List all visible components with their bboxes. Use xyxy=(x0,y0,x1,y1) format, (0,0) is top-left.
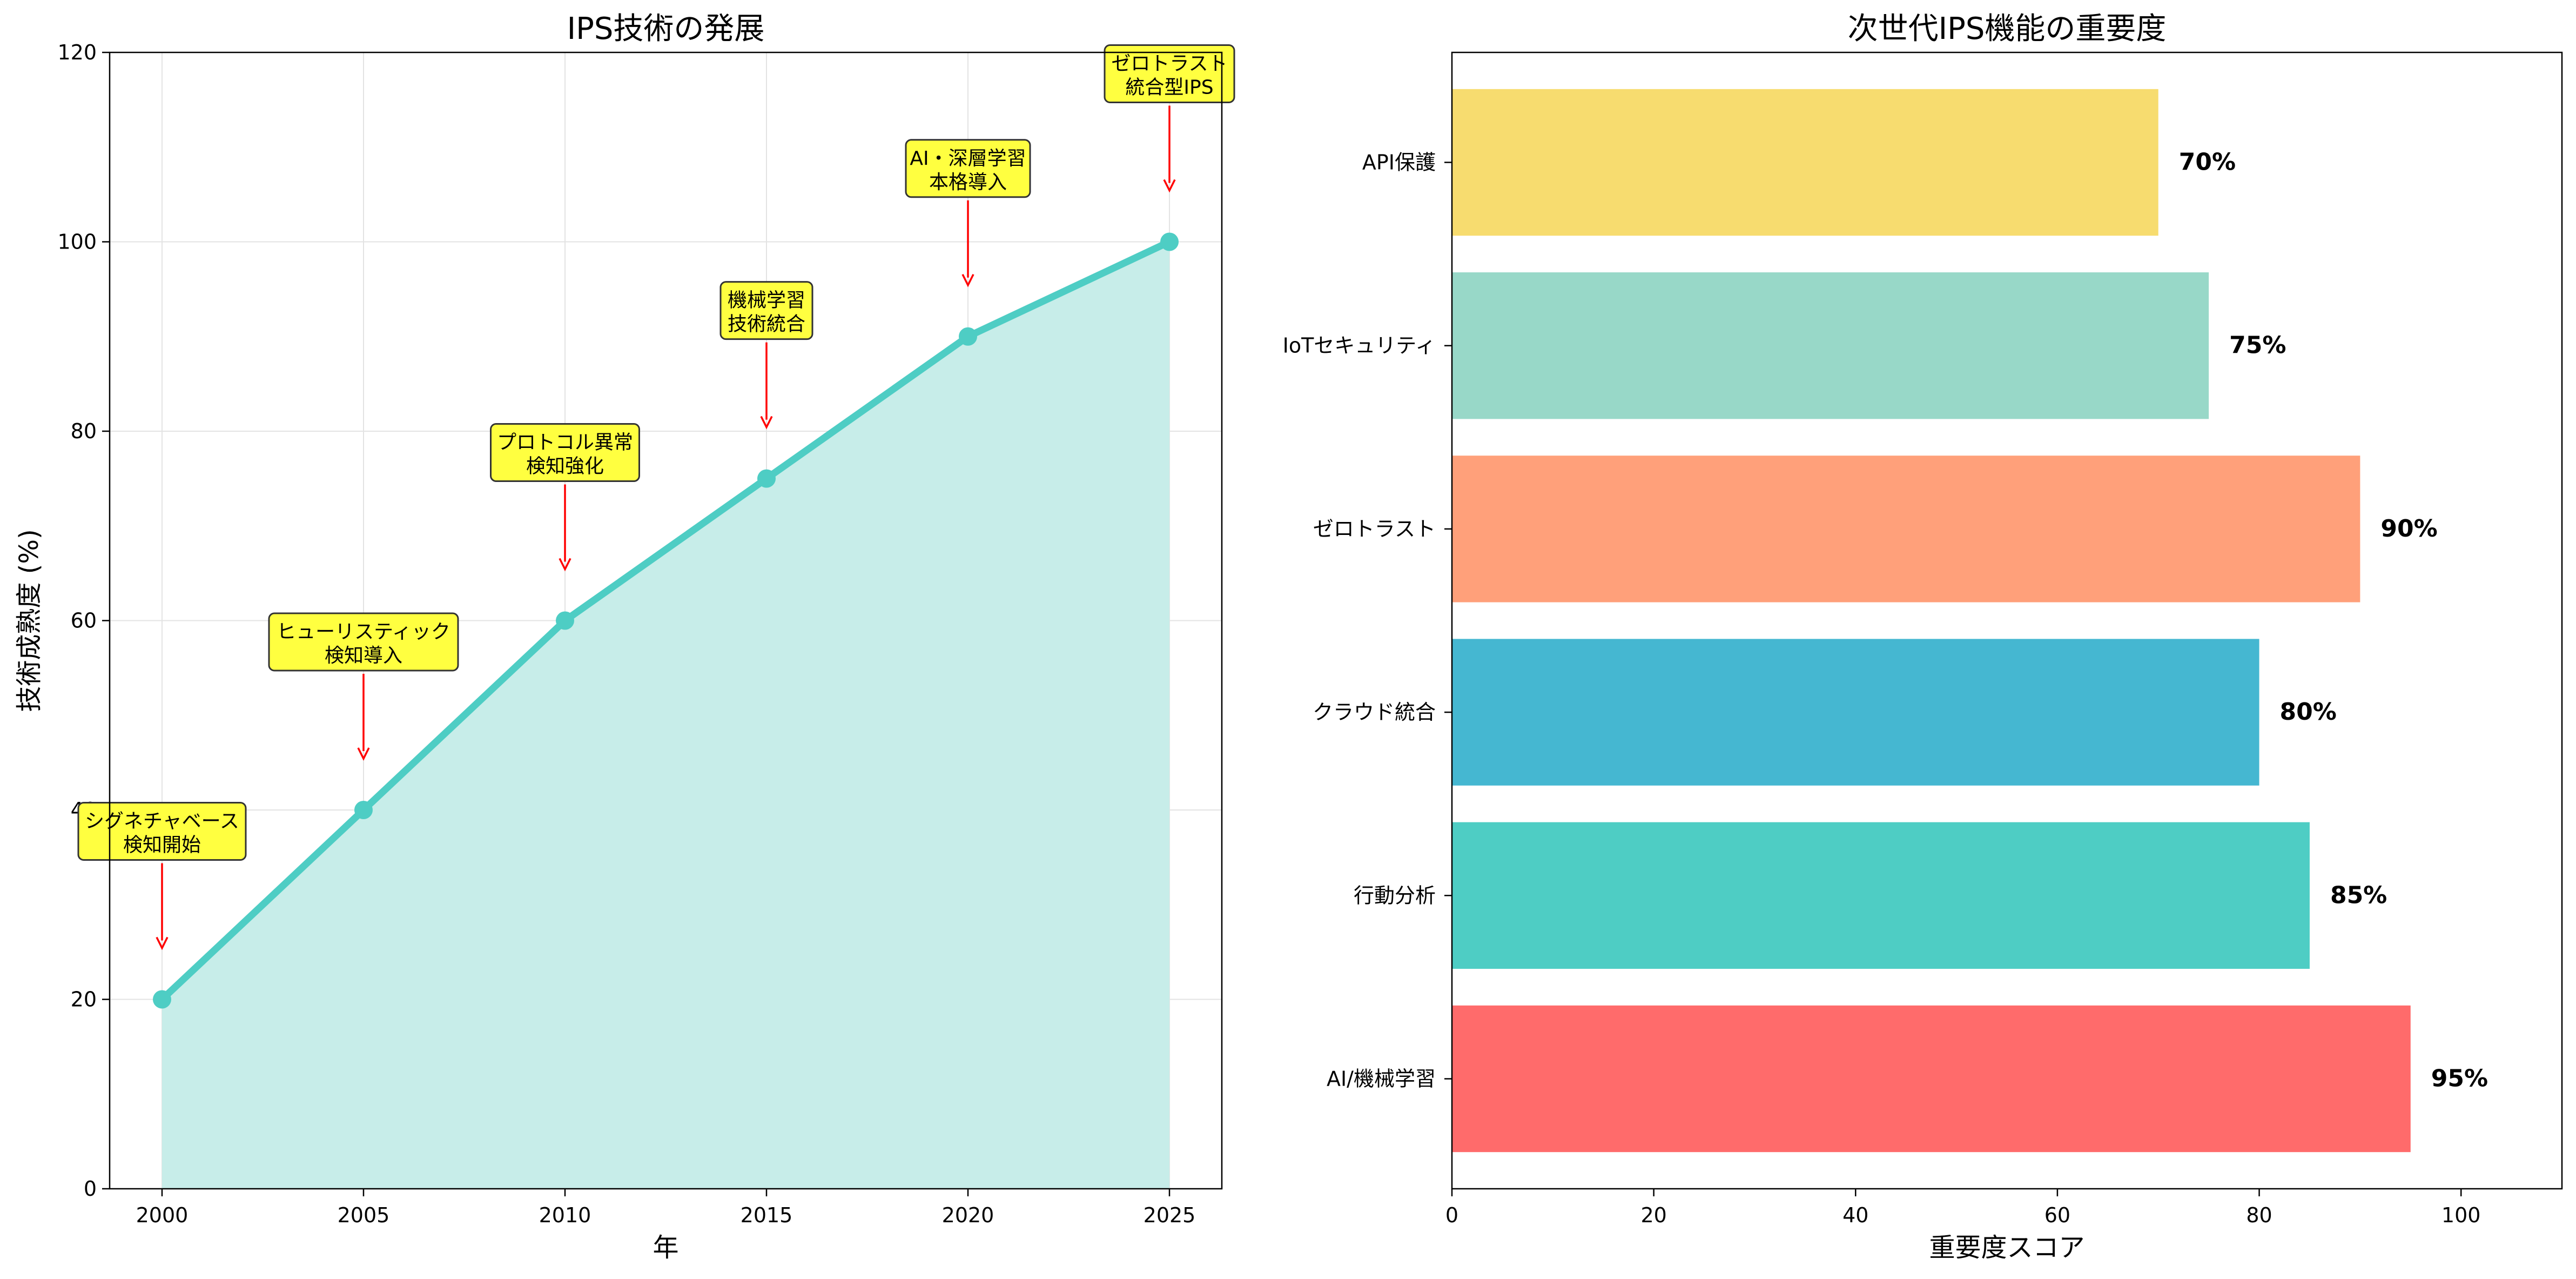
data-point-marker xyxy=(152,990,171,1009)
bar-chart-panel: 次世代IPS機能の重要度 重要度スコア 95% 85% 80% 90% 75% 70% A… xyxy=(1283,11,2563,1263)
category-label: クラウド統合 xyxy=(1313,700,1436,724)
annotation-text: ヒューリスティック xyxy=(277,621,450,643)
data-point-marker xyxy=(757,469,776,488)
category-label: 行動分析 xyxy=(1354,883,1436,907)
y-tick-label: 80 xyxy=(71,419,97,443)
bar xyxy=(1452,1005,2411,1153)
bar xyxy=(1452,822,2310,969)
category-label: IoTセキュリティ xyxy=(1283,334,1436,358)
annotation-box xyxy=(719,281,813,340)
bar-value-label: 80% xyxy=(2280,698,2337,726)
bar-chart-x-axis-label: 重要度スコア xyxy=(1929,1233,2084,1263)
category-label: AI/機械学習 xyxy=(1327,1067,1436,1090)
y-tick-label: 60 xyxy=(71,609,97,633)
annotation-text: 検知導入 xyxy=(325,645,402,667)
annotation-text: 統合型IPS xyxy=(1125,77,1213,99)
x-tick-label: 100 xyxy=(2442,1203,2481,1227)
x-tick-label: 2000 xyxy=(136,1203,189,1227)
line-chart-title: IPS技術の発展 xyxy=(567,11,765,46)
data-point-marker xyxy=(555,611,574,630)
annotation-text: 検知強化 xyxy=(526,456,604,478)
annotation-text: ゼロトラスト xyxy=(1111,53,1227,75)
x-tick-label: 2015 xyxy=(741,1203,793,1227)
x-tick-label: 60 xyxy=(2044,1203,2070,1227)
x-tick-label: 40 xyxy=(1842,1203,1868,1227)
line-chart-frame xyxy=(109,51,1223,1190)
annotation-arrow-head xyxy=(1163,179,1176,193)
annotation-box xyxy=(268,612,459,672)
x-tick-label: 0 xyxy=(1445,1203,1458,1227)
annotation-box xyxy=(1104,44,1235,103)
x-tick-label: 2020 xyxy=(942,1203,994,1227)
annotation-text: 検知開始 xyxy=(123,834,201,856)
bar-chart-frame xyxy=(1451,51,2563,1190)
bar xyxy=(1452,456,2360,602)
bar xyxy=(1452,89,2158,236)
line-chart-annotations: シグネチャベース検知開始ヒューリスティック検知導入プロトコル異常検知強化機械学習… xyxy=(77,44,1235,950)
annotation-text: プロトコル異常 xyxy=(497,432,633,454)
category-label: ゼロトラスト xyxy=(1313,517,1436,541)
x-tick-label: 20 xyxy=(1640,1203,1666,1227)
bar-value-label: 90% xyxy=(2380,515,2437,543)
annotation-arrow-head xyxy=(156,936,169,950)
data-point-marker xyxy=(959,327,978,346)
line-chart-x-axis-label: 年 xyxy=(653,1233,678,1263)
line-chart-series xyxy=(152,232,1179,1009)
bar-value-label: 85% xyxy=(2330,881,2387,909)
y-tick-label: 0 xyxy=(84,1177,97,1201)
annotation-text: シグネチャベース xyxy=(85,811,239,833)
data-point-marker xyxy=(1160,232,1179,251)
bar xyxy=(1452,639,2259,786)
annotation-box xyxy=(489,423,640,482)
data-point-marker xyxy=(354,801,373,819)
x-tick-label: 2005 xyxy=(338,1203,390,1227)
line-chart-panel: IPS技術の発展 年 技術成熟度 (%) 2000 2005 2010 2015 202… xyxy=(14,11,1235,1263)
bar-value-label: 95% xyxy=(2431,1064,2488,1092)
annotation-box xyxy=(77,802,247,861)
category-label: API保護 xyxy=(1362,151,1436,175)
x-tick-label: 2025 xyxy=(1144,1203,1196,1227)
line-area-fill xyxy=(162,242,1170,1189)
bar-value-label: 75% xyxy=(2229,332,2286,359)
bar-chart-bars: 95% 85% 80% 90% 75% 70% xyxy=(1452,89,2488,1153)
x-tick-label: 2010 xyxy=(539,1203,591,1227)
line-chart-y-axis-label: 技術成熟度 (%) xyxy=(14,529,44,712)
bar xyxy=(1452,272,2209,419)
y-tick-label: 100 xyxy=(57,230,97,254)
annotation-text: 技術統合 xyxy=(728,313,805,336)
annotation-text: 機械学習 xyxy=(728,290,805,312)
line-chart-area xyxy=(162,242,1170,1189)
y-tick-label: 20 xyxy=(71,988,97,1012)
x-tick-label: 80 xyxy=(2246,1203,2272,1227)
y-tick-label: 120 xyxy=(57,41,97,64)
line-series-path xyxy=(158,238,1173,1003)
annotation-arrow-head xyxy=(760,416,773,430)
annotation-text: 本格導入 xyxy=(929,171,1007,193)
bar-value-label: 70% xyxy=(2179,149,2236,176)
annotation-box xyxy=(905,139,1031,198)
line-chart-ticks: 200020052010201520202025020406080100120 xyxy=(57,41,1195,1227)
bar-chart-title: 次世代IPS機能の重要度 xyxy=(1848,11,2167,46)
annotation-arrow-head xyxy=(357,747,370,761)
annotation-arrow-head xyxy=(961,273,974,287)
annotation-arrow-head xyxy=(559,558,571,572)
annotation-text: AI・深層学習 xyxy=(910,148,1026,170)
